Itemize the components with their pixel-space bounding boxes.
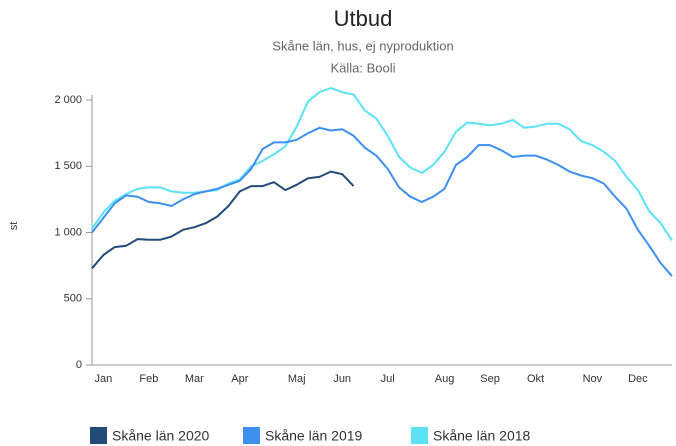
y-tick-label: 500 xyxy=(64,293,82,305)
x-tick-label: Okt xyxy=(527,373,544,385)
legend-swatch xyxy=(411,427,428,444)
y-tick-label: 1 500 xyxy=(54,160,82,172)
x-tick-label: Jul xyxy=(381,373,395,385)
x-tick-label: Mar xyxy=(185,373,204,385)
legend-label: Skåne län 2019 xyxy=(265,428,363,444)
x-tick-label: Nov xyxy=(583,373,603,385)
chart-title: Utbud xyxy=(334,6,393,31)
x-tick-label: Jun xyxy=(333,373,351,385)
y-tick-label: 2 000 xyxy=(54,94,82,106)
line-series xyxy=(91,170,355,269)
x-tick-label: Aug xyxy=(435,373,455,385)
x-tick-label: Sep xyxy=(480,373,500,385)
x-tick-label: Apr xyxy=(231,373,248,385)
x-tick-label: Feb xyxy=(139,373,158,385)
y-tick-label: 1 000 xyxy=(54,226,82,238)
y-axis-label: st xyxy=(8,222,20,231)
chart-subtitle: Skåne län, hus, ej nyproduktion xyxy=(272,38,453,53)
chart-caption: Källa: Booli xyxy=(330,60,395,75)
legend-label: Skåne län 2020 xyxy=(112,428,210,444)
legend-swatch xyxy=(90,427,107,444)
legend-swatch xyxy=(243,427,260,444)
x-tick-label: Dec xyxy=(628,373,648,385)
x-tick-label: Jan xyxy=(94,373,112,385)
line-series xyxy=(91,87,673,241)
y-tick-label: 0 xyxy=(76,359,82,371)
x-tick-label: Maj xyxy=(288,373,306,385)
line-series xyxy=(91,126,673,277)
legend-label: Skåne län 2018 xyxy=(433,428,531,444)
